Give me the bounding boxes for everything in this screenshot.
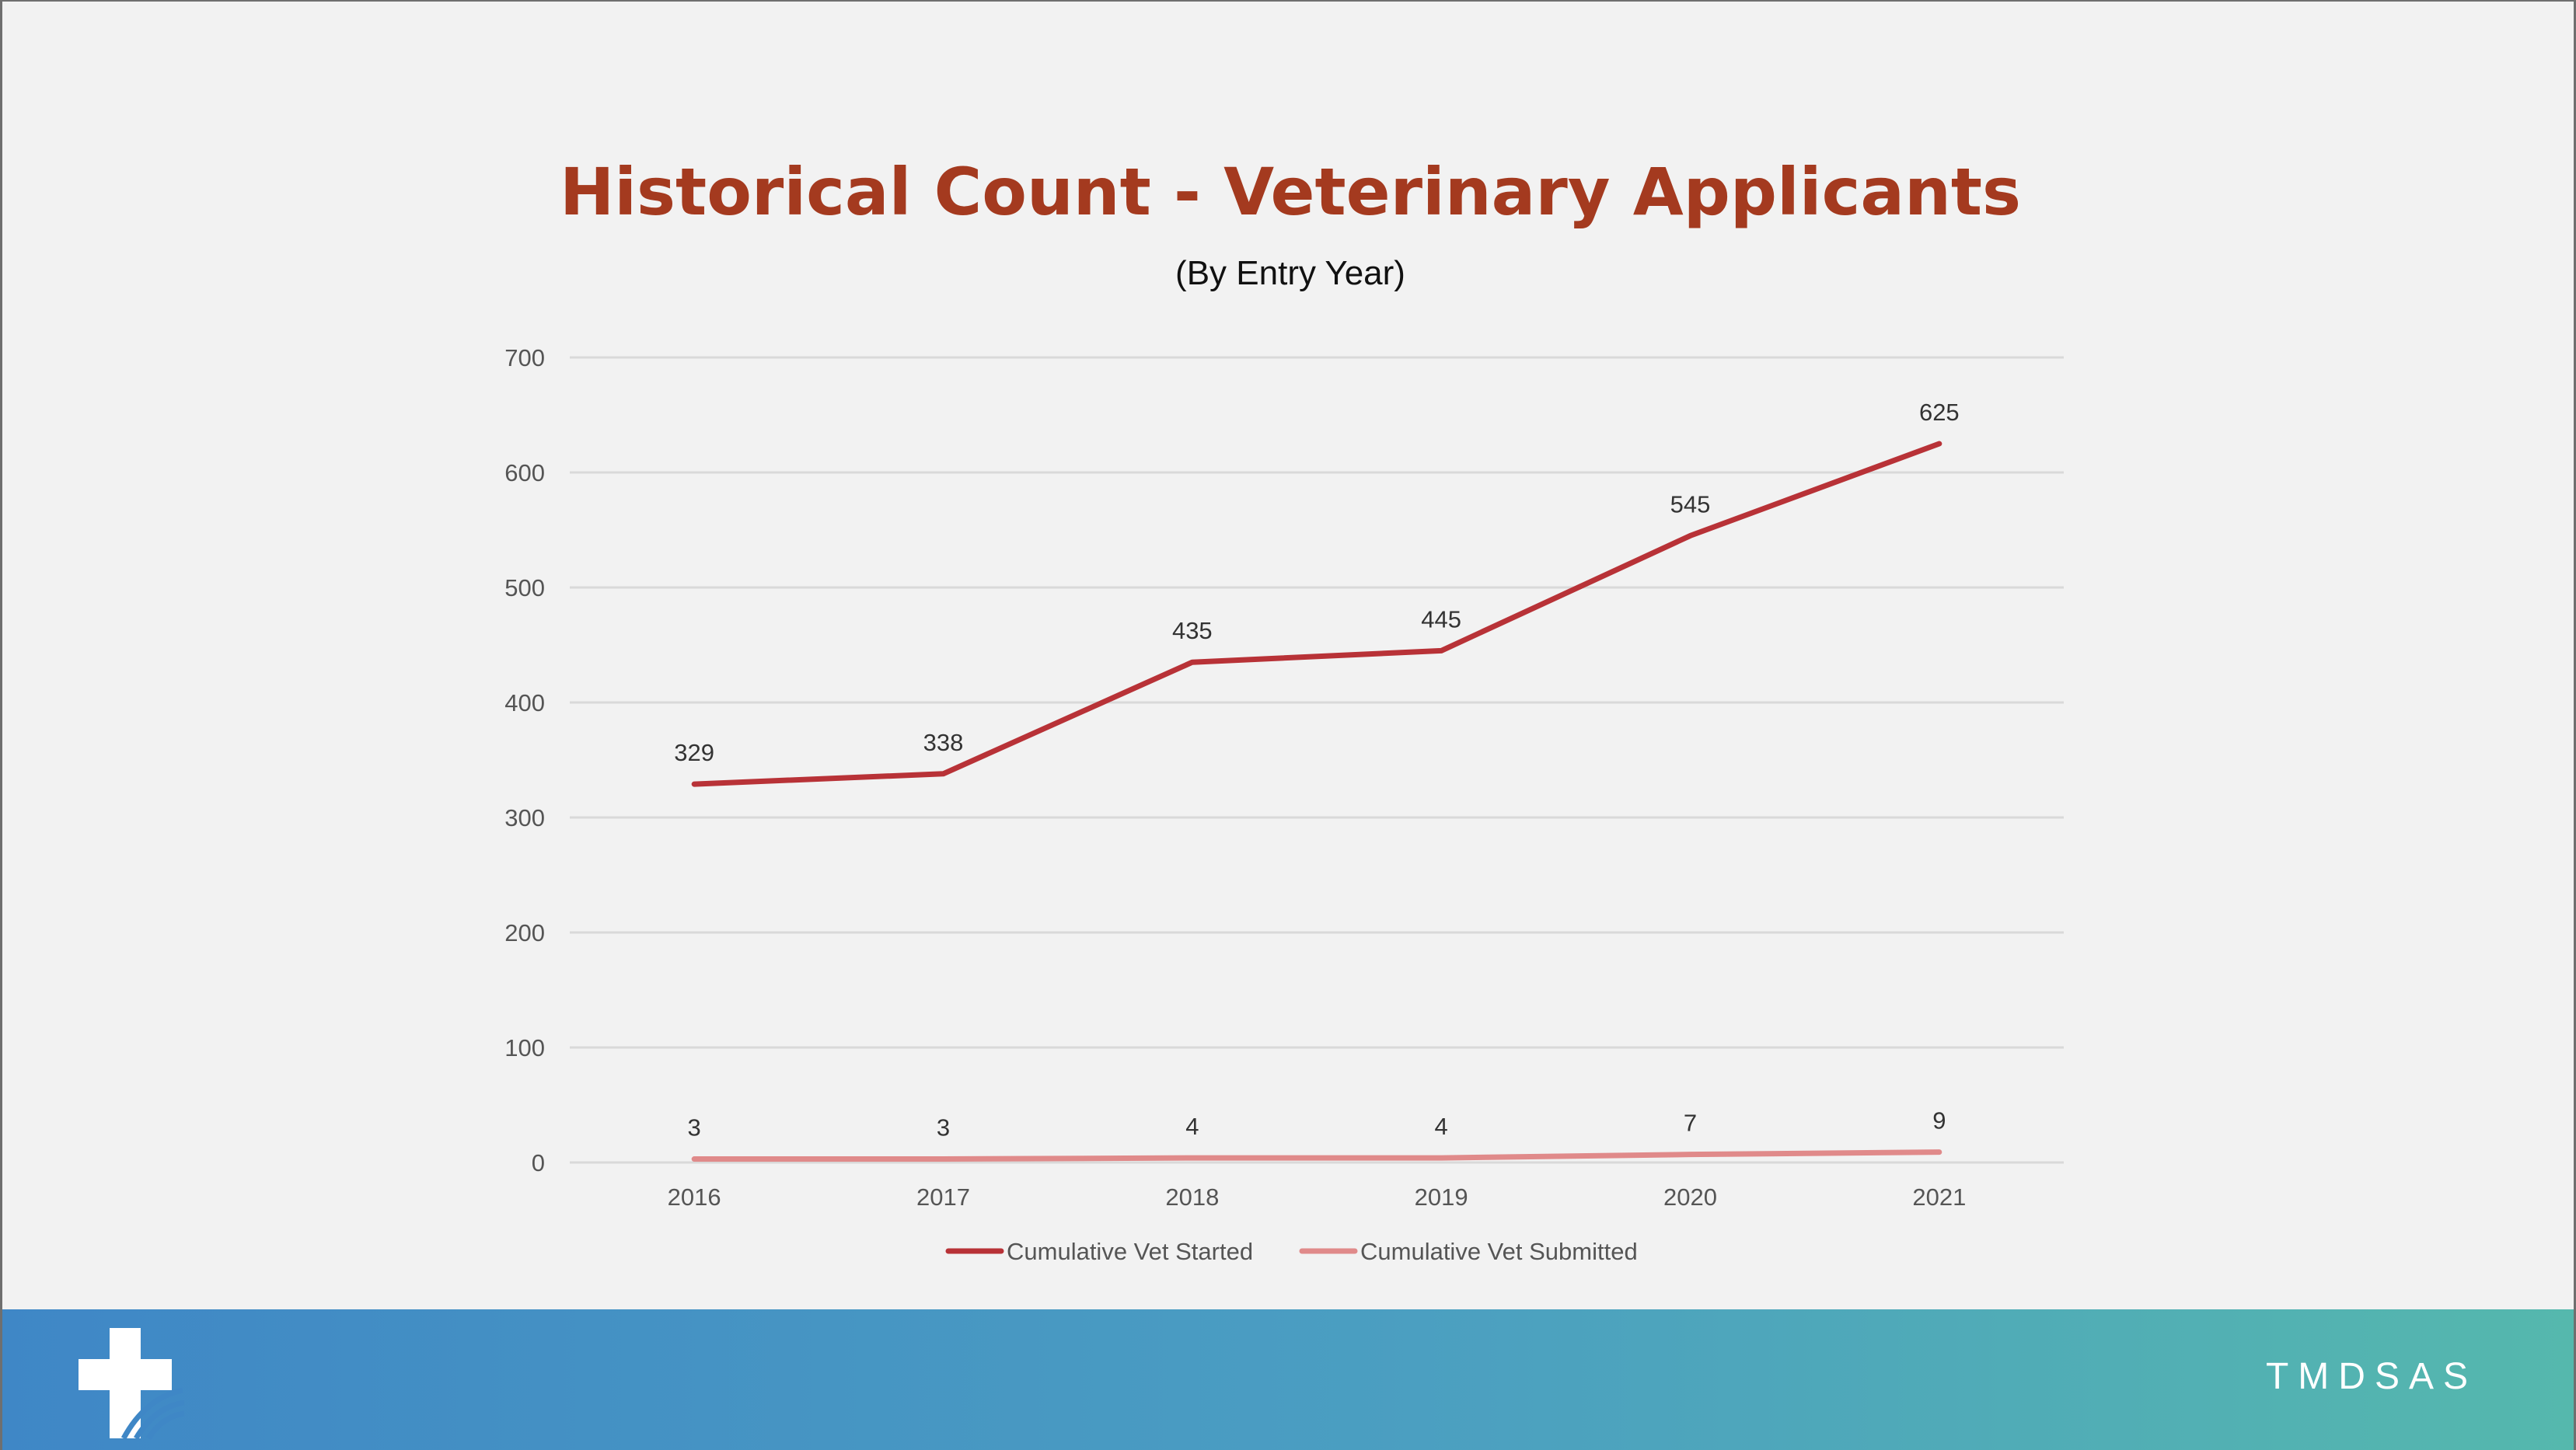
y-tick-label: 200: [504, 919, 545, 946]
x-tick-label: 2019: [1415, 1183, 1468, 1211]
data-label: 9: [1932, 1107, 1946, 1135]
y-tick-label: 400: [504, 689, 545, 716]
data-label: 4: [1185, 1113, 1199, 1140]
x-tick-label: 2018: [1165, 1183, 1219, 1211]
data-label: 338: [923, 729, 964, 756]
y-tick-label: 0: [532, 1149, 545, 1176]
legend-label-1: Cumulative Vet Submitted: [1360, 1238, 1638, 1265]
footer-bar: TMDSAS: [2, 1309, 2574, 1450]
x-tick-label: 2016: [668, 1183, 721, 1211]
chart-subtitle: (By Entry Year): [1175, 254, 1405, 292]
y-tick-label: 600: [504, 459, 545, 486]
data-label: 4: [1435, 1113, 1448, 1140]
data-label: 329: [674, 739, 714, 766]
chart-gridlines: [570, 356, 2064, 1164]
y-axis-ticks: 0 100 200 300 400 500 600 700: [504, 344, 545, 1176]
x-tick-label: 2020: [1663, 1183, 1717, 1211]
x-axis-ticks: 2016 2017 2018 2019 2020 2021: [668, 1183, 1967, 1211]
legend-label-0: Cumulative Vet Started: [1007, 1238, 1253, 1265]
series-line-1: [691, 1149, 1942, 1162]
y-tick-label: 500: [504, 574, 545, 601]
y-tick-label: 300: [504, 804, 545, 831]
data-label: 625: [1919, 399, 1960, 426]
series-line-0: [691, 441, 1942, 787]
chart-legend: Cumulative Vet Started Cumulative Vet Sub…: [945, 1238, 1638, 1265]
x-tick-label: 2017: [916, 1183, 970, 1211]
data-label: 435: [1172, 617, 1213, 644]
data-label: 3: [688, 1114, 701, 1142]
chart-series: [691, 441, 1942, 1162]
chart-data-labels: 329 338 435 445 545 625 3 3 4 4 7 9: [674, 399, 1959, 1142]
x-tick-label: 2021: [1912, 1183, 1966, 1211]
y-tick-label: 700: [504, 344, 545, 371]
data-label: 445: [1421, 605, 1461, 633]
chart-title: Historical Count - Veterinary Applicants: [559, 154, 2022, 230]
y-tick-label: 100: [504, 1034, 545, 1061]
medical-cross-logo-icon: [79, 1328, 185, 1440]
data-label: 7: [1684, 1110, 1697, 1137]
data-label: 545: [1670, 490, 1711, 518]
data-label: 3: [937, 1114, 950, 1142]
brand-name: TMDSAS: [2265, 1356, 2477, 1397]
